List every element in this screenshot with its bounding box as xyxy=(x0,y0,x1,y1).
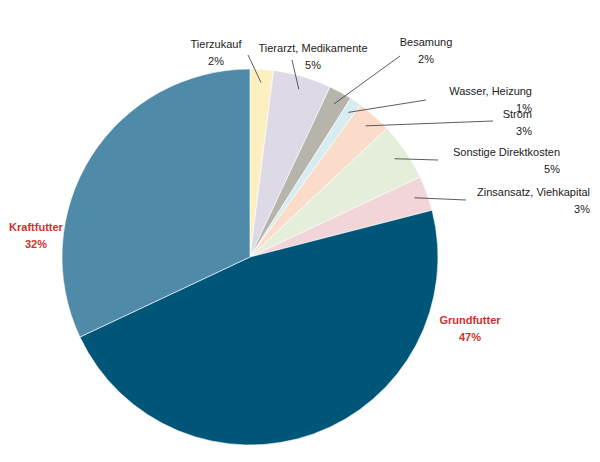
pie-slice xyxy=(62,69,250,337)
slice-label: Tierarzt, Medikamente xyxy=(258,42,367,54)
slice-label: Kraftfutter xyxy=(9,221,63,233)
slice-label: Zinsansatz, Viehkapital xyxy=(477,186,590,198)
leader-line xyxy=(334,56,400,104)
slice-label: Tierzukauf xyxy=(191,38,243,50)
data-label: 5% xyxy=(305,59,321,71)
labels: Tierzukauf 2% Tierarzt, Medikamente 5% Besam… xyxy=(9,36,590,343)
leader-line xyxy=(348,100,426,112)
chart-container: Tierzukauf 2% Tierarzt, Medikamente 5% Besam… xyxy=(0,0,600,462)
leader-line xyxy=(292,60,299,89)
leader-line xyxy=(395,159,438,160)
leader-line xyxy=(415,198,466,200)
data-label: 2% xyxy=(418,53,434,65)
leader-line xyxy=(366,121,493,126)
pie-chart: Tierzukauf 2% Tierarzt, Medikamente 5% Besam… xyxy=(0,0,600,462)
data-label: 47% xyxy=(459,331,481,343)
slice-label: Strom xyxy=(503,108,532,120)
data-label: 3% xyxy=(574,203,590,215)
data-label: 32% xyxy=(25,238,47,250)
data-label: 2% xyxy=(208,55,224,67)
slice-label: Sonstige Direktkosten xyxy=(453,146,560,158)
slice-label: Wasser, Heizung xyxy=(449,85,532,97)
data-label: 5% xyxy=(544,163,560,175)
slice-label: Besamung xyxy=(400,36,453,48)
slice-label: Grundfutter xyxy=(439,314,501,326)
leader-line xyxy=(248,55,261,83)
data-label: 3% xyxy=(516,125,532,137)
